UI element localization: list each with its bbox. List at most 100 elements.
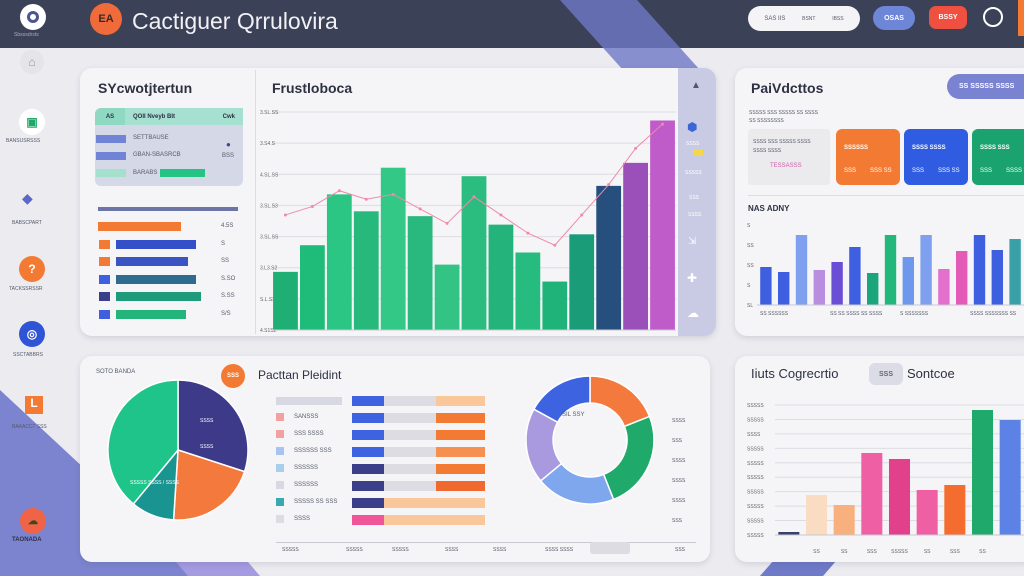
primary-button[interactable]: OSAS <box>873 6 915 30</box>
store-icon[interactable]: ▣ <box>19 109 45 135</box>
y-tick-label: SS <box>747 243 754 249</box>
sidebar-label[interactable]: BAAACC7 SSS <box>12 424 47 430</box>
bar <box>760 267 772 305</box>
y-tick-label: SSSSS <box>747 475 764 481</box>
help-icon[interactable]: ? <box>19 256 45 282</box>
rail-flag-icon[interactable] <box>693 150 703 156</box>
sidebar-label[interactable]: TAONADA <box>12 537 42 543</box>
bar <box>920 235 932 305</box>
target-icon[interactable]: ◎ <box>19 321 45 347</box>
app-logo[interactable] <box>20 4 46 30</box>
row-tag <box>96 169 126 177</box>
legend-item: SSSS <box>672 478 686 484</box>
row-bar <box>352 464 384 474</box>
col-header: Cwk <box>214 108 243 125</box>
home-icon[interactable]: ⌂ <box>20 50 44 74</box>
list-swatch <box>99 274 110 284</box>
profile-icon[interactable] <box>983 7 1003 27</box>
bar <box>273 271 298 330</box>
list-swatch <box>99 239 110 249</box>
trend-point <box>580 213 584 217</box>
y-tick-label: 3.SL.SS <box>260 235 279 241</box>
pie-slice <box>172 448 246 521</box>
row-swatch <box>276 430 284 438</box>
footer-item[interactable]: SSSS <box>445 547 459 553</box>
layout-icon[interactable]: L <box>25 396 43 414</box>
footer-item[interactable]: SSS <box>675 547 686 553</box>
rail-puzzle-icon[interactable]: ✚ <box>687 271 698 285</box>
bar <box>861 453 883 535</box>
trend-point <box>337 189 341 193</box>
sidebar-label[interactable]: BANSUSRSSS <box>6 138 41 144</box>
row-bar <box>384 464 436 474</box>
row-bar <box>352 498 384 508</box>
summary-card[interactable] <box>836 129 900 185</box>
footer-item[interactable]: SSSSS <box>282 547 299 553</box>
sidebar-label[interactable]: SSCTABBRS <box>13 352 43 358</box>
x-tick-label: SSSSS <box>891 549 908 555</box>
row-label: SANSSS <box>294 414 319 420</box>
row-bar <box>436 464 485 474</box>
search-item[interactable]: BSNT <box>802 15 816 22</box>
summary-card[interactable] <box>904 129 968 185</box>
bar <box>888 459 911 535</box>
trend-point <box>553 243 557 247</box>
search-bar[interactable]: SAS IIS BSNT IBSS <box>748 6 860 31</box>
rail-shield-icon[interactable]: ⬢ <box>687 120 698 134</box>
rail-cloud-icon[interactable]: ☁ <box>687 306 699 320</box>
y-tick-label: SSSSS <box>747 461 764 467</box>
search-item[interactable]: SAS IIS <box>764 15 786 22</box>
danger-button[interactable]: BSSY <box>929 6 967 29</box>
row-bar <box>352 413 384 423</box>
footer-item[interactable]: SSSS <box>493 547 507 553</box>
drop-icon[interactable]: ◆ <box>22 190 33 206</box>
x-label: S SSSSSSS <box>900 311 929 317</box>
bar <box>326 194 352 330</box>
chart-title: Frustloboca <box>272 80 353 96</box>
list-bar <box>116 257 188 266</box>
logo-label: Sbsosdrsts <box>14 32 39 38</box>
filter-pill[interactable]: SS SSSSS SSSS <box>947 74 1024 99</box>
footer-item[interactable]: SSSSS <box>346 547 363 553</box>
sidebar-label[interactable]: BABSCPART <box>12 220 42 226</box>
bar <box>916 490 938 535</box>
rail-up-icon[interactable]: ▲ <box>691 80 701 91</box>
rail-link-icon[interactable]: ⇲ <box>688 236 697 247</box>
divider <box>255 70 256 334</box>
trend-point <box>310 204 314 208</box>
footer-item[interactable]: SSSS SSSS <box>545 547 574 553</box>
row-bar <box>352 481 384 491</box>
y-tick-label: 3.S4.S <box>260 141 276 147</box>
y-tick-label: SSSSS <box>747 446 764 452</box>
info-text: SSSS SSSS <box>753 148 782 154</box>
bar <box>795 235 808 305</box>
info-link[interactable]: TESSASSS <box>770 163 802 169</box>
brand-badge: EA <box>90 3 122 35</box>
col-header: AS <box>105 113 115 120</box>
y-tick-label: SSSS <box>747 432 761 438</box>
bar <box>956 251 968 305</box>
y-tick-label: 4.SL.SS <box>260 172 279 178</box>
header-accent <box>1018 0 1024 36</box>
bar <box>434 264 460 330</box>
card-title: SSSS SSSS <box>912 145 946 151</box>
footer-button[interactable] <box>590 542 630 554</box>
bar <box>944 485 966 535</box>
summary-card[interactable] <box>972 129 1024 185</box>
footer-item[interactable]: SSSSS <box>392 547 409 553</box>
donut-center-label: SIL SSY <box>562 412 585 418</box>
card-value: SSS SS <box>938 168 960 174</box>
toggle-button[interactable]: SSS <box>869 363 903 385</box>
donut-segment <box>589 375 651 428</box>
rail-label: SSSS <box>688 212 702 218</box>
sidebar-label[interactable]: TACKSSRSSR <box>9 286 43 292</box>
row-swatch <box>276 481 284 489</box>
y-tick-label: SSSSS <box>747 403 764 409</box>
row-bar <box>436 481 485 491</box>
row-swatch <box>276 464 284 472</box>
legend-item: SSS <box>672 438 683 444</box>
mini-row: BARABS <box>133 170 158 176</box>
cloud-icon[interactable]: ☁ <box>20 508 46 534</box>
card-value: SSS <box>844 168 857 174</box>
search-item[interactable]: IBSS <box>832 15 844 22</box>
